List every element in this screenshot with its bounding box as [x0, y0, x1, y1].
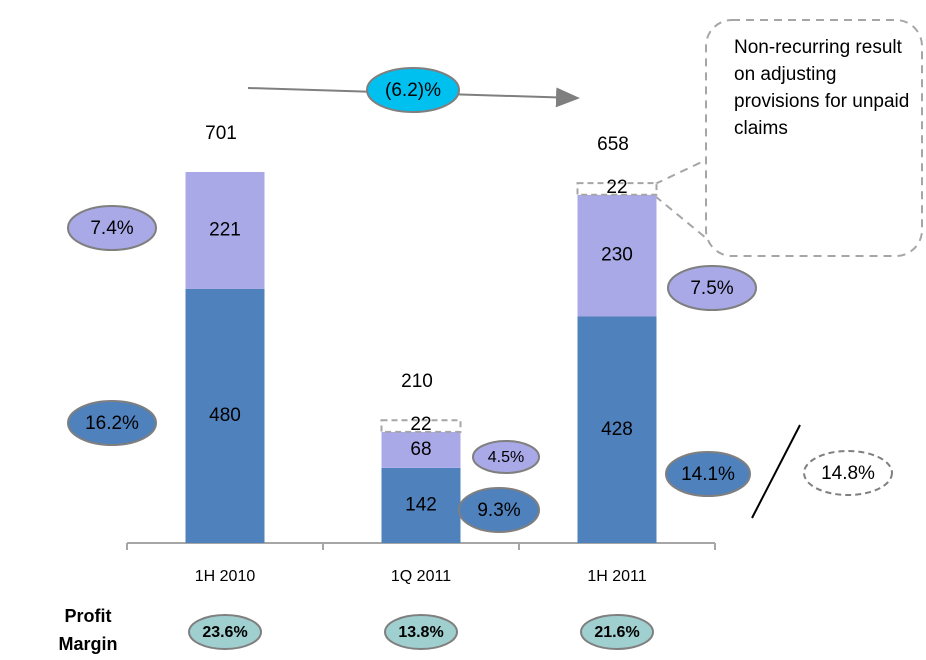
segment-label: 480 [209, 405, 241, 426]
profit-margin: 13.8% [398, 624, 443, 641]
profit-margin-bubble [188, 614, 262, 650]
bar-segment [577, 316, 657, 543]
segment-label: 68 [410, 439, 431, 460]
profit-margin: 21.6% [594, 624, 639, 641]
bar-segment [576, 182, 658, 196]
callout-pointer [654, 195, 707, 239]
bar-segment [185, 288, 265, 543]
total-label: 210 [401, 371, 433, 392]
change-label: (6.2)% [385, 80, 441, 101]
x-tick-label: 1H 2011 [587, 568, 646, 585]
segment-label: 142 [405, 494, 437, 515]
x-tick-label: 1Q 2011 [391, 568, 451, 585]
bar-segment [380, 419, 462, 433]
callout-text: Non-recurring result on adjusting provis… [734, 37, 910, 139]
segment-label: 428 [601, 419, 633, 440]
margin-label: 7.5% [690, 278, 733, 299]
margin-label: 14.1% [681, 464, 735, 485]
change-bubble [366, 67, 460, 113]
slash [751, 424, 801, 519]
bar-segment [185, 172, 265, 289]
profit-margin-bubble [384, 614, 458, 650]
margin-bubble [667, 265, 757, 311]
bar-segment [577, 194, 657, 317]
margin-label: 9.3% [477, 500, 520, 521]
adjusted-margin: 14.8% [821, 463, 875, 484]
margin-bubble [67, 400, 157, 446]
bar-segment [381, 431, 461, 468]
margin-bubble [472, 440, 540, 474]
margin-bubble [665, 451, 751, 497]
margin-label: 4.5% [488, 449, 524, 466]
total-label: 701 [205, 123, 237, 144]
total-label: 658 [597, 134, 629, 155]
segment-label: 22 [410, 414, 431, 435]
callout-box [705, 19, 923, 257]
profit-margin-bubble [580, 614, 654, 650]
profit-margin-label: Profit Margin [58, 606, 118, 654]
segment-label: 22 [606, 177, 627, 198]
margin-bubble [458, 487, 540, 533]
margin-bubble [67, 205, 157, 251]
x-tick-label: 1H 2010 [195, 568, 256, 585]
margin-label: 7.4% [90, 218, 133, 239]
profit-margin: 23.6% [202, 624, 247, 641]
segment-label: 230 [601, 245, 633, 266]
segment-label: 221 [209, 219, 241, 240]
adjusted-margin-bubble [803, 450, 893, 496]
callout-pointer [654, 159, 707, 185]
bar-segment [381, 467, 461, 543]
margin-label: 16.2% [85, 413, 139, 434]
